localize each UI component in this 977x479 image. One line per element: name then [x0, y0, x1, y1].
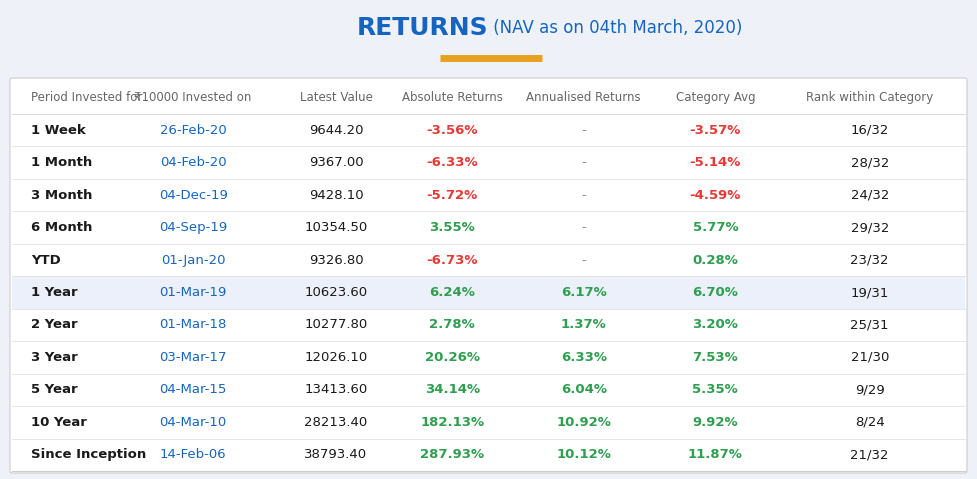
Text: 04-Feb-20: 04-Feb-20 [160, 156, 227, 169]
Text: 9326.80: 9326.80 [309, 253, 363, 266]
Text: -: - [581, 221, 586, 234]
Text: YTD: YTD [31, 253, 61, 266]
Text: 13413.60: 13413.60 [305, 383, 367, 396]
Text: Category Avg: Category Avg [675, 91, 755, 103]
Text: 7.53%: 7.53% [693, 351, 739, 364]
Text: 3.20%: 3.20% [693, 319, 739, 331]
Text: 12026.10: 12026.10 [305, 351, 367, 364]
Text: 14-Feb-06: 14-Feb-06 [160, 448, 227, 461]
Bar [12, 80, 965, 114]
Text: 287.93%: 287.93% [420, 448, 485, 461]
Text: (NAV as on 04th March, 2020): (NAV as on 04th March, 2020) [488, 19, 743, 37]
Text: -6.73%: -6.73% [427, 253, 478, 266]
Bar [12, 179, 965, 211]
Text: 9428.10: 9428.10 [309, 189, 363, 202]
Text: 04-Mar-10: 04-Mar-10 [159, 416, 227, 429]
Text: 0.28%: 0.28% [693, 253, 739, 266]
Text: 01-Mar-18: 01-Mar-18 [159, 319, 227, 331]
Text: 2 Year: 2 Year [31, 319, 78, 331]
Text: 6 Month: 6 Month [31, 221, 93, 234]
Text: 04-Dec-19: 04-Dec-19 [158, 189, 228, 202]
Text: 8/24: 8/24 [855, 416, 884, 429]
Text: 9.92%: 9.92% [693, 416, 739, 429]
Text: -4.59%: -4.59% [690, 189, 741, 202]
Text: 6.70%: 6.70% [693, 286, 739, 299]
Text: 3.55%: 3.55% [430, 221, 475, 234]
Text: 3 Month: 3 Month [31, 189, 93, 202]
Bar [12, 211, 965, 244]
Text: Absolute Returns: Absolute Returns [402, 91, 503, 103]
Bar [12, 244, 965, 276]
Text: 6.33%: 6.33% [561, 351, 607, 364]
Text: 1 Month: 1 Month [31, 156, 92, 169]
Text: 1 Year: 1 Year [31, 286, 78, 299]
Text: 28213.40: 28213.40 [305, 416, 367, 429]
Text: 5.77%: 5.77% [693, 221, 739, 234]
Text: 9367.00: 9367.00 [309, 156, 363, 169]
Bar [12, 406, 965, 439]
Text: RETURNS: RETURNS [357, 16, 488, 40]
Text: -5.72%: -5.72% [427, 189, 478, 202]
Bar [12, 276, 965, 309]
Bar [12, 374, 965, 406]
Text: Annualised Returns: Annualised Returns [527, 91, 641, 103]
Text: 182.13%: 182.13% [420, 416, 485, 429]
Bar [12, 309, 965, 341]
Text: 04-Mar-15: 04-Mar-15 [159, 383, 227, 396]
Text: 1 Week: 1 Week [31, 124, 86, 137]
Text: -3.56%: -3.56% [427, 124, 478, 137]
Text: 19/31: 19/31 [851, 286, 889, 299]
Text: -: - [581, 253, 586, 266]
Text: -: - [581, 189, 586, 202]
Text: 16/32: 16/32 [851, 124, 889, 137]
Text: 01-Mar-19: 01-Mar-19 [159, 286, 227, 299]
Text: 11.87%: 11.87% [688, 448, 743, 461]
Text: 5.35%: 5.35% [693, 383, 739, 396]
Text: 24/32: 24/32 [851, 189, 889, 202]
FancyBboxPatch shape [10, 78, 967, 473]
Text: 34.14%: 34.14% [425, 383, 480, 396]
Text: 10.12%: 10.12% [556, 448, 612, 461]
Text: 9/29: 9/29 [855, 383, 884, 396]
Text: 28/32: 28/32 [851, 156, 889, 169]
Text: Period Invested for: Period Invested for [31, 91, 143, 103]
Text: 10354.50: 10354.50 [305, 221, 367, 234]
Text: ₹10000 Invested on: ₹10000 Invested on [135, 91, 252, 103]
Text: 26-Feb-20: 26-Feb-20 [159, 124, 227, 137]
Text: 10.92%: 10.92% [556, 416, 612, 429]
Text: 6.17%: 6.17% [561, 286, 607, 299]
Text: 2.78%: 2.78% [430, 319, 475, 331]
Bar [12, 341, 965, 374]
Text: 20.26%: 20.26% [425, 351, 480, 364]
Text: 01-Jan-20: 01-Jan-20 [161, 253, 226, 266]
Text: 21/30: 21/30 [851, 351, 889, 364]
Text: 29/32: 29/32 [851, 221, 889, 234]
Text: 10623.60: 10623.60 [305, 286, 367, 299]
Text: -3.57%: -3.57% [690, 124, 741, 137]
Text: -6.33%: -6.33% [427, 156, 478, 169]
Text: 10277.80: 10277.80 [305, 319, 367, 331]
Text: Since Inception: Since Inception [31, 448, 147, 461]
Text: 04-Sep-19: 04-Sep-19 [159, 221, 228, 234]
Text: 38793.40: 38793.40 [305, 448, 367, 461]
Text: Rank within Category: Rank within Category [806, 91, 933, 103]
Text: 23/32: 23/32 [850, 253, 889, 266]
Text: 5 Year: 5 Year [31, 383, 78, 396]
Text: 21/32: 21/32 [850, 448, 889, 461]
Bar [12, 439, 965, 471]
Text: 6.24%: 6.24% [429, 286, 475, 299]
Text: -: - [581, 124, 586, 137]
Text: -: - [581, 156, 586, 169]
Bar [12, 147, 965, 179]
Bar [12, 114, 965, 147]
Text: 25/31: 25/31 [850, 319, 889, 331]
Text: 3 Year: 3 Year [31, 351, 78, 364]
Text: Latest Value: Latest Value [300, 91, 372, 103]
Text: -5.14%: -5.14% [690, 156, 741, 169]
Text: 9644.20: 9644.20 [309, 124, 363, 137]
Text: 10 Year: 10 Year [31, 416, 87, 429]
Text: 6.04%: 6.04% [561, 383, 607, 396]
Text: 03-Mar-17: 03-Mar-17 [159, 351, 227, 364]
Text: 1.37%: 1.37% [561, 319, 607, 331]
